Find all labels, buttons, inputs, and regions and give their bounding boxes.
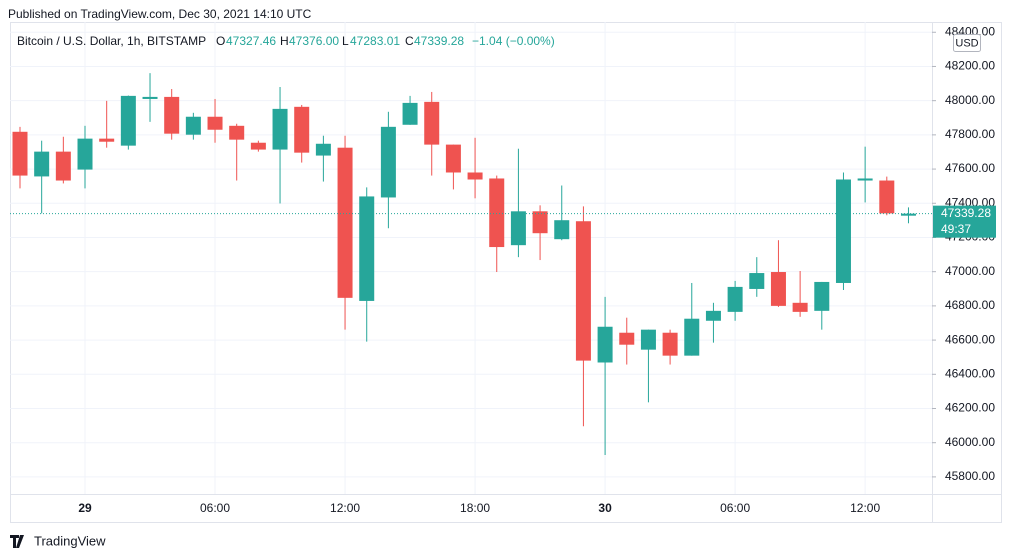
y-tick-label: 46800.00 xyxy=(945,298,995,312)
candle-body xyxy=(55,151,71,181)
last-price-label: 47339.28 xyxy=(941,206,991,220)
x-tick-label: 06:00 xyxy=(720,501,750,515)
labels: 45800.00 46000.00 46200.00 46400.00 46600.00… xyxy=(78,24,996,515)
x-tick-label: 29 xyxy=(78,501,92,515)
currency-label[interactable]: USD xyxy=(955,37,978,49)
y-tick-label: 46000.00 xyxy=(945,435,995,449)
grid xyxy=(10,22,932,494)
candle-body xyxy=(142,96,158,99)
candle-body xyxy=(380,126,396,198)
y-tick-label: 47600.00 xyxy=(945,161,995,175)
change-value: −1.04 (−0.00%) xyxy=(472,34,555,48)
candle-body xyxy=(835,179,851,283)
candle-body xyxy=(467,172,483,180)
last-price-box xyxy=(933,205,996,238)
candle-body xyxy=(185,116,201,135)
candle-body xyxy=(99,138,115,142)
candle-body xyxy=(489,178,505,248)
y-tick-label: 46600.00 xyxy=(945,332,995,346)
y-tick-label: 46400.00 xyxy=(945,366,995,380)
x-tick-label: 30 xyxy=(598,501,612,515)
candle-body xyxy=(792,302,808,312)
ohlc-value: 47327.46 xyxy=(226,34,276,48)
candle-body xyxy=(857,178,873,181)
candle-body xyxy=(619,332,635,345)
candles xyxy=(10,73,932,456)
candle-body xyxy=(727,286,743,312)
candle-body xyxy=(337,147,353,298)
footer-logo: TradingView xyxy=(10,533,106,548)
candle-body xyxy=(532,211,548,234)
candle-body xyxy=(597,326,613,363)
y-tick-label: 47000.00 xyxy=(945,264,995,278)
candle-body xyxy=(554,220,570,240)
logo-icon xyxy=(10,535,24,548)
candle-body xyxy=(662,332,678,356)
candle-body xyxy=(705,310,721,321)
x-tick-label: 12:00 xyxy=(850,501,880,515)
candle-body xyxy=(510,211,526,246)
y-tick-label: 46200.00 xyxy=(945,401,995,415)
candle-body xyxy=(164,96,180,134)
candle-body xyxy=(814,281,830,311)
candle-body xyxy=(359,196,375,301)
ohlc-value: 47283.01 xyxy=(350,34,400,48)
ohlc-value: 47339.28 xyxy=(414,34,464,48)
x-tick-label: 12:00 xyxy=(330,501,360,515)
y-tick-label: 45800.00 xyxy=(945,469,995,483)
y-tick-label: 48000.00 xyxy=(945,93,995,107)
symbol-title: Bitcoin / U.S. Dollar, 1h, BITSTAMP xyxy=(17,34,206,48)
candle-body xyxy=(575,221,591,361)
currency-box[interactable] xyxy=(953,34,981,52)
candle-body xyxy=(900,213,916,216)
candle-body xyxy=(207,116,223,130)
candle-body xyxy=(12,131,28,176)
y-tick-label: 47800.00 xyxy=(945,127,995,141)
candle-body xyxy=(34,151,50,177)
candle-body xyxy=(770,272,786,306)
candle-body xyxy=(424,101,440,145)
candle-body xyxy=(684,318,700,356)
y-tick-label: 48200.00 xyxy=(945,59,995,73)
footer-text: TradingView xyxy=(34,533,106,548)
candle-body xyxy=(77,138,93,170)
candle-body xyxy=(879,180,895,214)
candle-body xyxy=(445,144,461,173)
ohlc-label: H xyxy=(280,34,289,48)
candle-body xyxy=(640,329,656,350)
candle-body xyxy=(749,273,765,289)
published-note: Published on TradingView.com, Dec 30, 20… xyxy=(8,7,312,21)
candle-body xyxy=(229,125,245,140)
candle-body xyxy=(402,102,418,125)
candle-body xyxy=(120,95,136,146)
ohlc-label: O xyxy=(216,34,225,48)
x-tick-label: 06:00 xyxy=(200,501,230,515)
x-tick-label: 18:00 xyxy=(460,501,490,515)
chart-frame xyxy=(10,22,1002,523)
candle-body xyxy=(315,143,331,156)
ohlc-label: L xyxy=(342,34,349,48)
ohlc-label: C xyxy=(405,34,414,48)
candle-body xyxy=(250,142,266,150)
ohlc-value: 47376.00 xyxy=(289,34,339,48)
candle-body xyxy=(272,108,288,150)
candle-body xyxy=(294,106,310,153)
countdown-label: 49:37 xyxy=(941,222,971,236)
